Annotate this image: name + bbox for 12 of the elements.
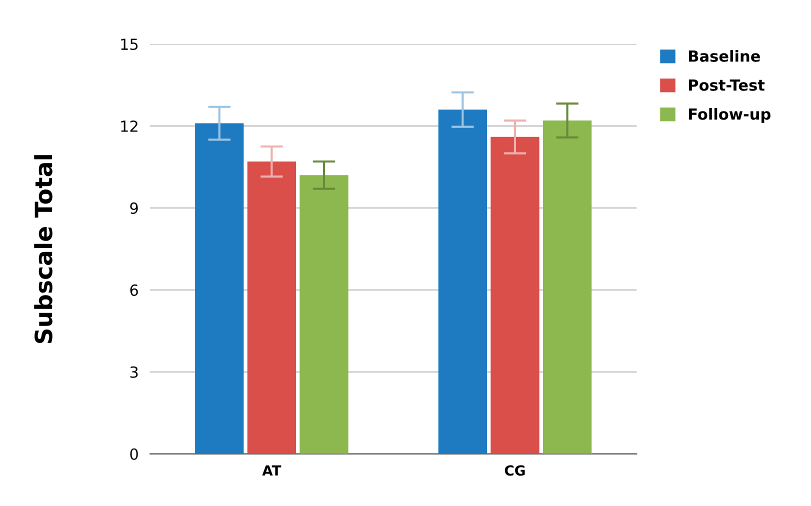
- x-tick-label: CG: [504, 465, 525, 476]
- y-tick-label: 12: [121, 120, 138, 132]
- legend-label: Follow-up: [689, 108, 770, 123]
- y-tick-label: 3: [130, 366, 138, 378]
- x-tick-label: AT: [262, 465, 282, 476]
- y-tick-label: 0: [130, 448, 138, 460]
- legend-label: Baseline: [689, 50, 760, 62]
- y-tick-label: 9: [130, 202, 138, 214]
- legend-label: Post-Test: [689, 80, 765, 91]
- y-axis-title: Subscale Total: [34, 155, 52, 344]
- y-tick-label: 6: [130, 284, 138, 296]
- y-tick-label: 15: [121, 38, 138, 50]
